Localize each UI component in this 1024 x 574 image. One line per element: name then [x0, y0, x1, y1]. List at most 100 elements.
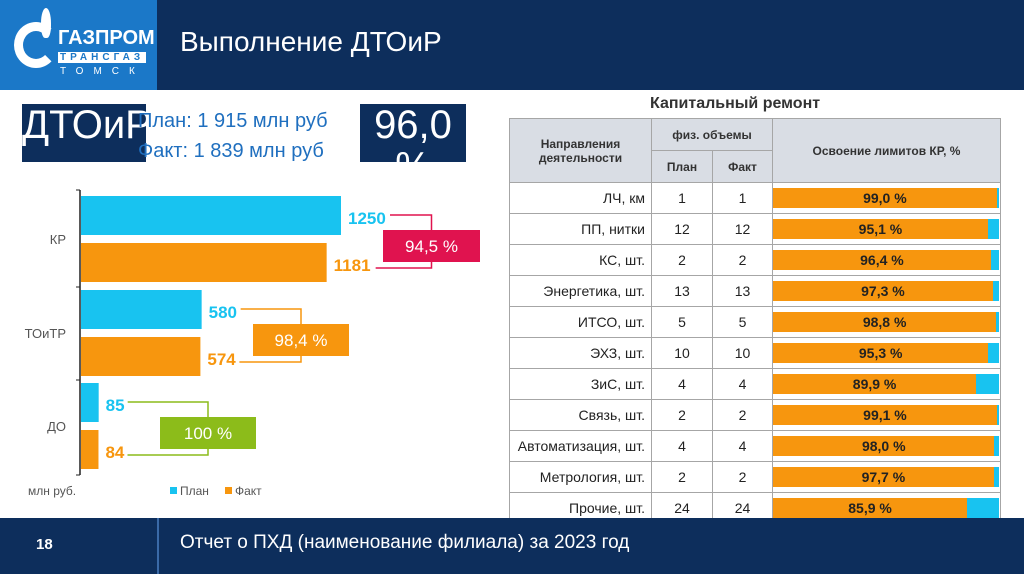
- ratio-label: 94,5 %: [405, 237, 458, 256]
- row-plan: 13: [651, 275, 713, 307]
- plan-total: План: 1 915 млн руб: [138, 110, 328, 132]
- limit-bar-fill: 98,8 %: [773, 312, 997, 332]
- limit-bar-fill: 99,1 %: [773, 405, 997, 425]
- row-limit: 98,0 %: [772, 430, 1001, 462]
- table-row: Связь, шт. 2 2 99,1 %: [509, 399, 1001, 431]
- row-limit: 99,0 %: [772, 182, 1001, 214]
- connector-arrow: [127, 401, 209, 456]
- ratio-badge: [160, 417, 256, 449]
- table-row: ПП, нитки 12 12 95,1 %: [509, 213, 1001, 245]
- ratio-label: 98,4 %: [275, 331, 328, 350]
- row-plan: 10: [651, 337, 713, 369]
- row-plan: 4: [651, 430, 713, 462]
- logo-text: ТРАНСГАЗ: [58, 52, 147, 63]
- limit-bar-fill: 85,9 %: [773, 498, 968, 518]
- ratio-badge: [253, 324, 349, 356]
- col-phys: физ. объемы: [651, 118, 773, 151]
- row-fact: 2: [712, 244, 773, 276]
- row-plan: 4: [651, 368, 713, 400]
- bar-plan: [81, 290, 202, 329]
- row-plan: 2: [651, 244, 713, 276]
- row-fact: 10: [712, 337, 773, 369]
- bar-fact: [81, 243, 327, 282]
- row-direction: ПП, нитки: [509, 213, 652, 245]
- table-row: Метрология, шт. 2 2 97,7 %: [509, 461, 1001, 493]
- limit-bar-fill: 98,0 %: [773, 436, 995, 456]
- row-direction: Метрология, шт.: [509, 461, 652, 493]
- bar-fact: [81, 337, 201, 376]
- limit-bar-track: 95,3 %: [773, 343, 999, 363]
- unit-label: млн руб.: [28, 484, 76, 498]
- col-fact: Факт: [712, 150, 773, 183]
- row-fact: 1: [712, 182, 773, 214]
- fact-total: Факт: 1 839 млн руб: [138, 140, 324, 162]
- limit-bar-track: 99,0 %: [773, 188, 999, 208]
- table-title: Капитальный ремонт: [650, 95, 821, 112]
- row-limit: 95,3 %: [772, 337, 1001, 369]
- page-number: 18: [36, 536, 53, 553]
- limit-bar-fill: 89,9 %: [773, 374, 977, 394]
- row-plan: 12: [651, 213, 713, 245]
- bar-chart: КР 1250 1181 94,5 % ТОиТР 580 574 98,4 % ДО 85 84 1…: [25, 189, 480, 498]
- limit-bar-fill: 99,0 %: [773, 188, 997, 208]
- row-direction: Энергетика, шт.: [509, 275, 652, 307]
- limit-bar-track: 97,3 %: [773, 281, 999, 301]
- row-direction: Автоматизация, шт.: [509, 430, 652, 462]
- page-title: Выполнение ДТОиР: [180, 26, 442, 57]
- row-direction: Связь, шт.: [509, 399, 652, 431]
- limit-bar-fill: 97,7 %: [773, 467, 994, 487]
- divider: [157, 518, 159, 574]
- limit-bar-fill: 96,4 %: [773, 250, 991, 270]
- legend-swatch: [225, 487, 232, 494]
- row-fact: 2: [712, 461, 773, 493]
- data-label: 84: [105, 443, 124, 462]
- logo-g-icon: [14, 22, 58, 68]
- limit-bar-track: 99,1 %: [773, 405, 999, 425]
- limit-bar-track: 95,1 %: [773, 219, 999, 239]
- row-limit: 98,8 %: [772, 306, 1001, 338]
- table-row: Автоматизация, шт. 4 4 98,0 %: [509, 430, 1001, 462]
- table-row: ЭХЗ, шт. 10 10 95,3 %: [509, 337, 1001, 369]
- limit-bar-fill: 95,1 %: [773, 219, 988, 239]
- legend-label: План: [180, 484, 209, 498]
- summary-label-box: ДТОиР: [22, 104, 146, 162]
- kr-table: Направления деятельности физ. объемы Осв…: [509, 118, 1001, 524]
- row-direction: КС, шт.: [509, 244, 652, 276]
- connector-arrow: [375, 214, 433, 269]
- col-limit: Освоение лимитов КР, %: [772, 118, 1001, 183]
- row-direction: ЗиС, шт.: [509, 368, 652, 400]
- row-fact: 12: [712, 213, 773, 245]
- category-label: КР: [50, 232, 66, 247]
- data-label: 580: [209, 303, 237, 322]
- footer-text: Отчет о ПХД (наименование филиала) за 20…: [180, 532, 630, 553]
- row-fact: 2: [712, 399, 773, 431]
- row-limit: 95,1 %: [772, 213, 1001, 245]
- row-limit: 97,3 %: [772, 275, 1001, 307]
- limit-bar-track: 98,8 %: [773, 312, 999, 332]
- logo-text: ГАЗПРОМ: [58, 27, 155, 49]
- ratio-badge: [383, 230, 480, 262]
- col-direction: Направления деятельности: [509, 118, 652, 183]
- col-plan: План: [651, 150, 713, 183]
- category-label: ТОиТР: [25, 326, 66, 341]
- legend-swatch: [170, 487, 177, 494]
- row-limit: 89,9 %: [772, 368, 1001, 400]
- row-fact: 4: [712, 368, 773, 400]
- limit-bar-track: 85,9 %: [773, 498, 999, 518]
- data-label: 1250: [348, 209, 386, 228]
- row-direction: ЛЧ, км: [509, 182, 652, 214]
- limit-bar-track: 97,7 %: [773, 467, 999, 487]
- header: ГАЗПРОМ ТРАНСГАЗ ТОМСК Выполнение ДТОиР: [0, 0, 1024, 90]
- bar-plan: [81, 196, 341, 235]
- row-limit: 96,4 %: [772, 244, 1001, 276]
- data-label: 85: [106, 396, 125, 415]
- table-row: Энергетика, шт. 13 13 97,3 %: [509, 275, 1001, 307]
- logo-text: ТОМСК: [60, 66, 145, 77]
- connector-arrow: [239, 308, 302, 363]
- data-label: 1181: [334, 256, 371, 275]
- table-row: ЗиС, шт. 4 4 89,9 %: [509, 368, 1001, 400]
- footer: 18 Отчет о ПХД (наименование филиала) за…: [0, 518, 1024, 574]
- summary-percent-box: 96,0 %: [360, 104, 466, 162]
- bar-fact: [81, 430, 99, 469]
- bar-plan: [81, 383, 99, 422]
